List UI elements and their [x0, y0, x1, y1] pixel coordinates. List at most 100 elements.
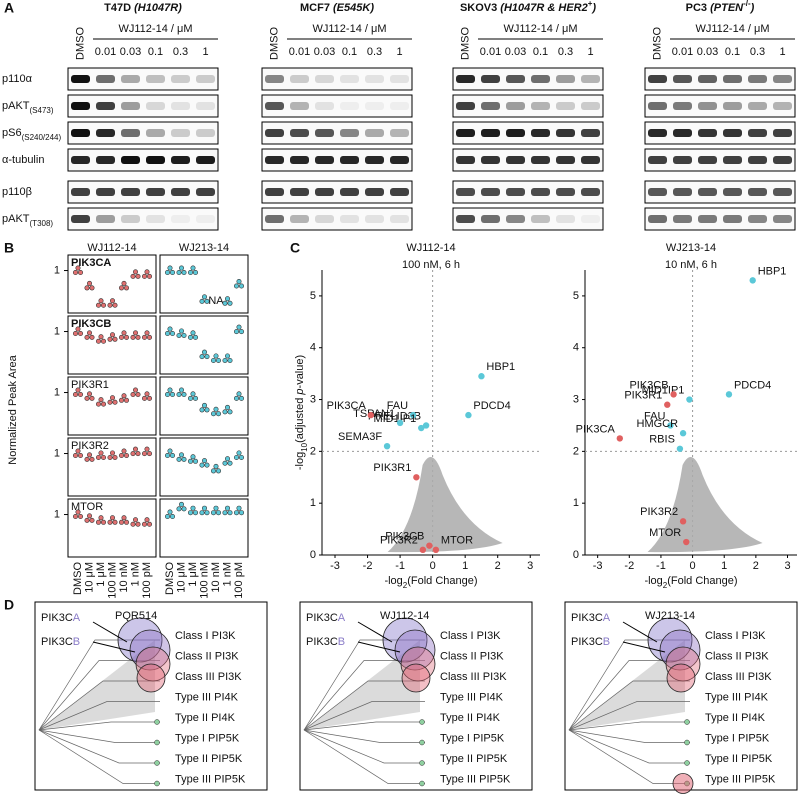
replicate-dot: [73, 392, 79, 398]
replicate-dot: [110, 395, 116, 401]
dose-label: 1: [396, 46, 402, 58]
replicate-dot: [73, 514, 79, 520]
hit-circle: [394, 629, 436, 671]
blot-band: [365, 102, 384, 110]
blot-band: [96, 215, 115, 223]
x-axis-title: -log2(Fold Change): [384, 575, 477, 590]
text-part: 2: [663, 581, 668, 590]
replicate-dot: [96, 519, 102, 525]
point-label: RBIS: [649, 434, 675, 446]
text-part: +: [588, 0, 593, 8]
replicate-dot: [165, 392, 171, 398]
replicate-dot: [135, 334, 141, 340]
blot-band: [481, 215, 500, 223]
blot-band: [365, 75, 384, 83]
plot-title: WJ112-14: [406, 242, 455, 254]
replicate-dot: [130, 334, 136, 340]
class-label: Type III PI4K: [705, 691, 769, 703]
replicate-dot: [133, 517, 139, 523]
volcano-point: [422, 422, 430, 429]
text-part: 10: [300, 442, 309, 451]
blot-band: [96, 129, 115, 137]
dose-label: 0.03: [697, 46, 718, 58]
protein-label: pAKT(S473): [2, 100, 54, 115]
plot-frame: [159, 315, 249, 375]
replicate-dot: [193, 458, 199, 464]
x-tick-label: 1 μM: [95, 562, 107, 587]
point-label: PIK3R1: [624, 390, 662, 402]
blot-band: [748, 129, 767, 137]
blot-band: [121, 75, 140, 83]
y-tick-label: 2: [310, 445, 316, 457]
replicate-dot: [135, 392, 141, 398]
protein-label: pAKT(T308): [2, 213, 53, 228]
gene-label: PIK3CB: [41, 636, 80, 648]
blot-band: [315, 75, 334, 83]
blot-band: [390, 75, 409, 83]
dose-label: 0.01: [95, 46, 116, 58]
x-tick-label: 10 μM: [83, 562, 95, 593]
blot-frame: [261, 121, 413, 145]
replicate-dot: [165, 453, 171, 459]
x-tick-label: -1: [656, 560, 666, 572]
replicate-dot: [98, 515, 104, 521]
replicate-dot: [119, 397, 125, 403]
blot-band: [196, 156, 215, 164]
text-part: (Fold Change): [407, 575, 477, 587]
replicate-dot: [73, 453, 79, 459]
replicate-dot: [234, 395, 240, 401]
volcano-point: [664, 401, 671, 408]
plot-frame: [67, 254, 157, 314]
blot-band: [531, 102, 550, 110]
volcano-point: [683, 538, 690, 546]
text-part: PIK3C: [41, 636, 73, 648]
replicate-dot: [193, 395, 199, 401]
replicate-dot: [107, 399, 113, 405]
point-label: FAU: [644, 410, 665, 422]
replicate-dot: [75, 387, 81, 393]
tree-branch: [568, 729, 690, 764]
replicate-dot: [227, 409, 233, 415]
blot-frame: [452, 94, 604, 118]
treatment-label: WJ112-14 / μM: [504, 23, 578, 35]
replicate-dot: [190, 454, 196, 460]
text-part: -value): [294, 355, 306, 389]
plot-frame: [67, 498, 157, 558]
blot-band: [265, 215, 284, 223]
pointer: [622, 621, 658, 643]
replicate-dot: [142, 395, 148, 401]
blot-frame: [644, 94, 796, 118]
tree-branch: [303, 660, 425, 731]
point-label: HBP1: [758, 265, 787, 277]
replicate-dot: [165, 270, 171, 276]
class-label: Class III PI3K: [440, 671, 507, 683]
blot-band: [315, 156, 334, 164]
text-part: A: [338, 612, 346, 624]
tree-branch: [568, 639, 690, 731]
replicate-dot: [234, 329, 240, 335]
tree-branch: [38, 729, 160, 764]
replicate-dot: [179, 387, 185, 393]
blot-band: [673, 215, 692, 223]
volcano-point: [465, 411, 472, 419]
blot-band: [265, 129, 284, 137]
dose-label: 1: [587, 46, 593, 58]
blot-band: [581, 215, 600, 223]
y-tick-label: 3: [310, 393, 316, 405]
volcano-point: [616, 435, 624, 442]
blot-band: [340, 102, 359, 110]
blot-band: [315, 129, 334, 137]
x-tick-label: 100 pM: [141, 562, 153, 599]
tree-branch: [38, 680, 160, 731]
replicate-dot: [190, 330, 196, 336]
x-tick-label: 100 nM: [198, 562, 210, 599]
x-tick-label: 1: [462, 560, 468, 572]
replicate-dot: [236, 391, 242, 397]
blot-band: [673, 75, 692, 83]
replicate-dot: [170, 453, 176, 459]
replicate-dot: [170, 270, 176, 276]
blot-band: [171, 156, 190, 164]
x-axis-title: -log2(Fold Change): [644, 575, 737, 590]
replicate-dot: [130, 451, 136, 457]
y-tick-label: 1: [310, 497, 316, 509]
